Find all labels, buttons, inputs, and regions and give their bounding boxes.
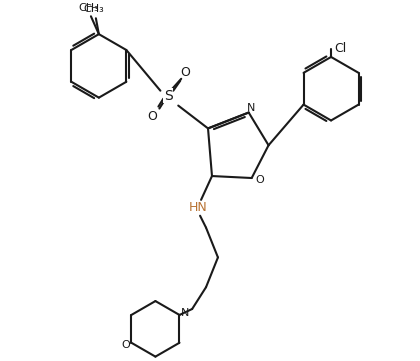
Text: O: O (255, 175, 264, 185)
Text: Cl: Cl (334, 42, 346, 55)
Text: O: O (147, 110, 158, 123)
Text: CH₃: CH₃ (84, 4, 104, 14)
Text: CH₃: CH₃ (79, 3, 99, 13)
Text: O: O (121, 340, 130, 350)
Text: O: O (180, 66, 190, 79)
Text: S: S (164, 89, 173, 103)
Text: N: N (181, 308, 189, 318)
Text: N: N (247, 103, 255, 113)
Text: HN: HN (189, 201, 207, 214)
